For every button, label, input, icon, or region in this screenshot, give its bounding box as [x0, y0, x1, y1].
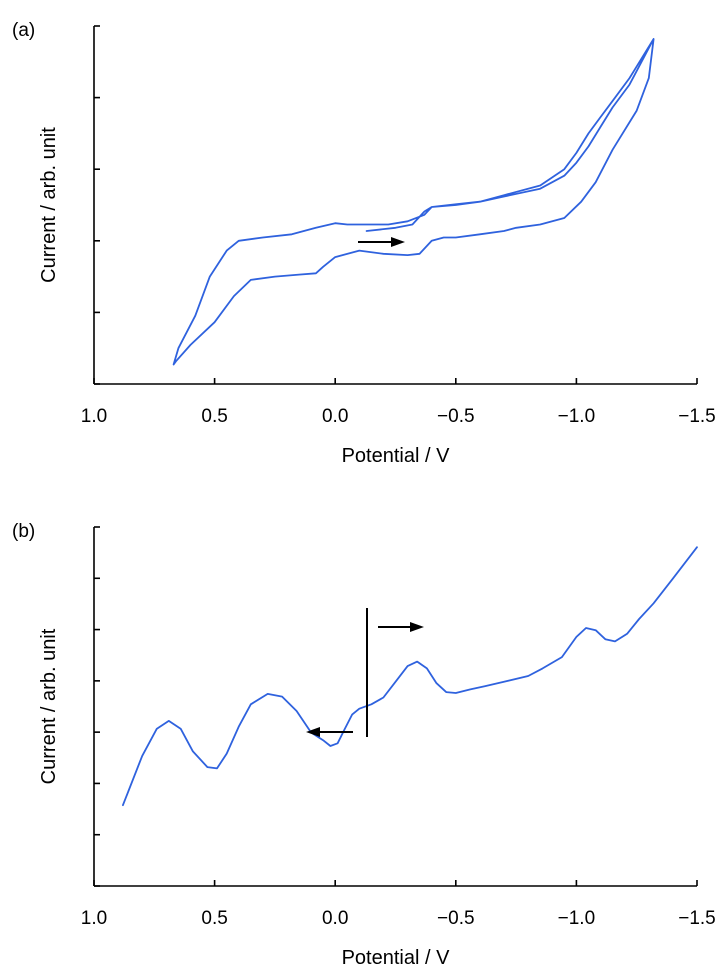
x-tick-label: 0.5 [201, 908, 227, 929]
x-tick-label: 0.0 [322, 406, 348, 427]
data-curve [172, 38, 655, 366]
x-tick-label: 0.5 [201, 406, 227, 427]
x-tick-label: 1.0 [81, 406, 107, 427]
sweep-arrow-right [358, 237, 405, 247]
panel-label: (a) [12, 20, 35, 41]
chart-panel-b: (b) 1.0 0.5 0.0 −0.5 −1.0 −1.5 Potential / V Cur… [12, 521, 716, 969]
panel-label: (b) [12, 521, 35, 542]
x-tick-label: −1.5 [678, 908, 716, 929]
x-tick-label: 0.0 [322, 908, 348, 929]
sweep-arrow-right [378, 622, 424, 632]
x-axis-title: Potential / V [342, 947, 451, 969]
x-tick-label: −1.5 [678, 406, 716, 427]
sweep-arrow-left [306, 727, 353, 737]
y-axis-title: Current / arb. unit [38, 628, 60, 784]
x-tick-label: 1.0 [81, 908, 107, 929]
x-tick-label: −0.5 [437, 406, 475, 427]
x-tick-label: −1.0 [558, 406, 596, 427]
chart-panel-a: (a) 1.0 0.5 0.0 −0.5 −1.0 −1.5 Potential / V Cur… [12, 20, 716, 467]
x-axis-title: Potential / V [342, 445, 451, 467]
arrow-head [410, 622, 424, 632]
data-curve [122, 546, 698, 807]
x-tick-label: −0.5 [437, 908, 475, 929]
x-tick-label: −1.0 [558, 908, 596, 929]
y-axis-title: Current / arb. unit [38, 127, 60, 283]
arrow-head [306, 727, 320, 737]
arrow-head [391, 237, 405, 247]
